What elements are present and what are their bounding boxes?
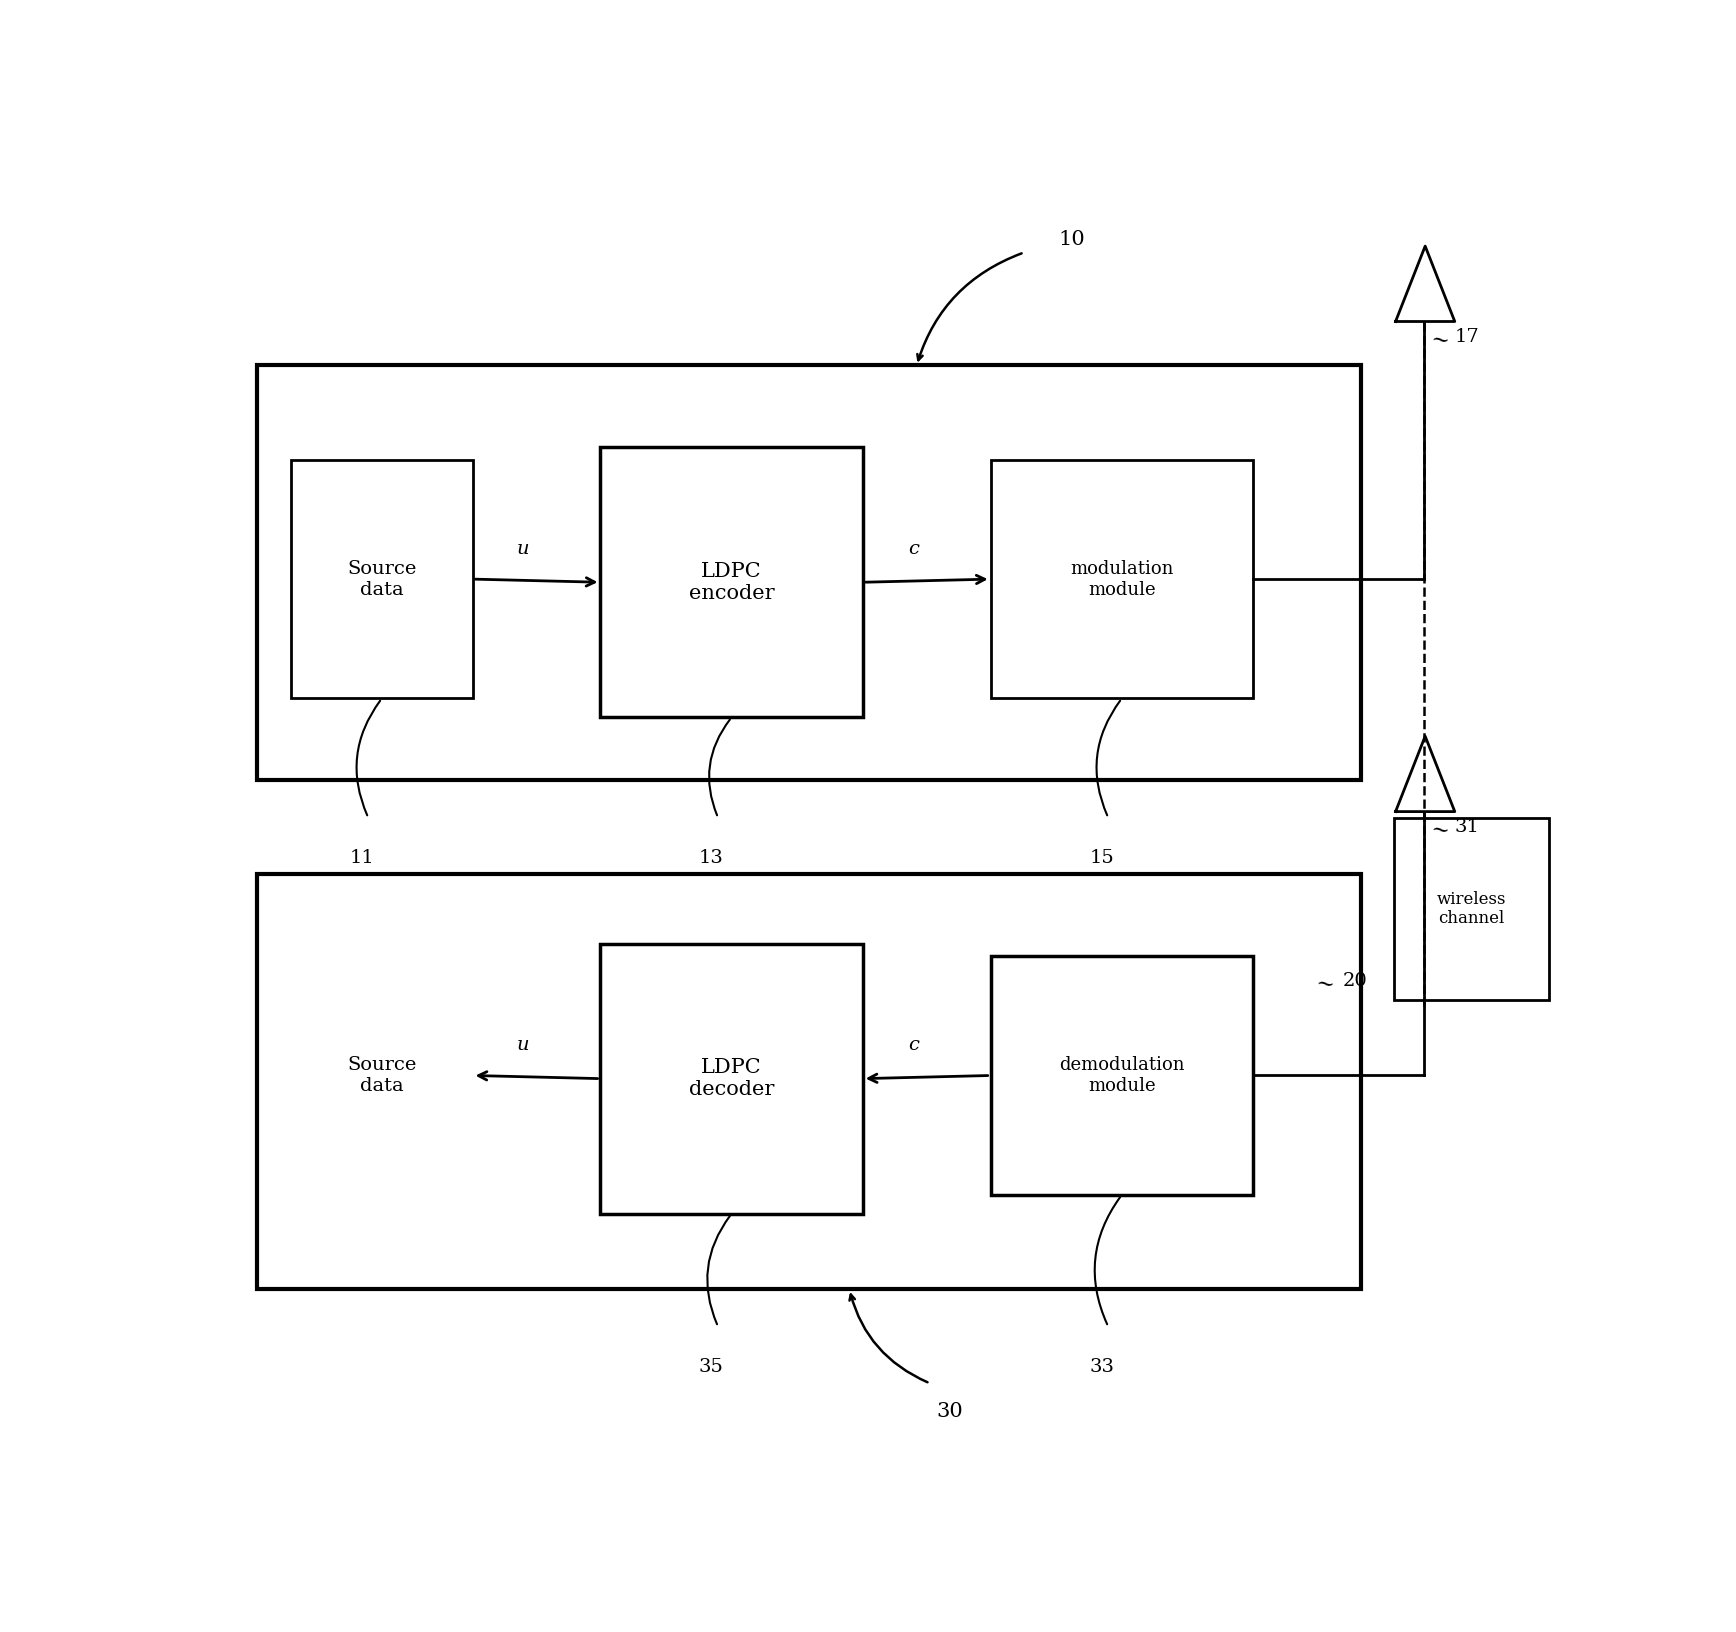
Bar [1394,818,1549,1000]
Bar [292,460,472,698]
Text: 10: 10 [1057,230,1085,250]
Bar [257,366,1361,780]
Text: demodulation
module: demodulation module [1059,1056,1184,1095]
Text: Source
data: Source data [347,1056,417,1095]
Bar [601,943,863,1214]
Text: ~: ~ [1314,971,1335,997]
Text: 15: 15 [1088,849,1115,867]
Text: 35: 35 [700,1358,724,1376]
Text: 11: 11 [349,849,373,867]
Bar [991,956,1253,1195]
Text: 17: 17 [1455,328,1479,346]
Bar [257,875,1361,1289]
Text: 33: 33 [1088,1358,1115,1376]
Text: ~: ~ [1429,818,1451,842]
Text: wireless
channel: wireless channel [1437,891,1507,927]
Text: u: u [517,540,529,558]
Text: 30: 30 [937,1402,963,1421]
Bar [601,447,863,718]
Text: ~: ~ [1429,328,1451,353]
Text: LDPC
decoder: LDPC decoder [689,1058,774,1098]
Text: c: c [908,540,918,558]
Text: u: u [517,1036,529,1054]
Text: modulation
module: modulation module [1069,560,1174,599]
Text: Source
data: Source data [347,560,417,599]
Bar [991,460,1253,698]
Text: 20: 20 [1344,971,1368,991]
Text: c: c [908,1036,918,1054]
Text: 13: 13 [700,849,724,867]
Text: LDPC
encoder: LDPC encoder [689,561,774,602]
Text: 31: 31 [1455,818,1479,836]
